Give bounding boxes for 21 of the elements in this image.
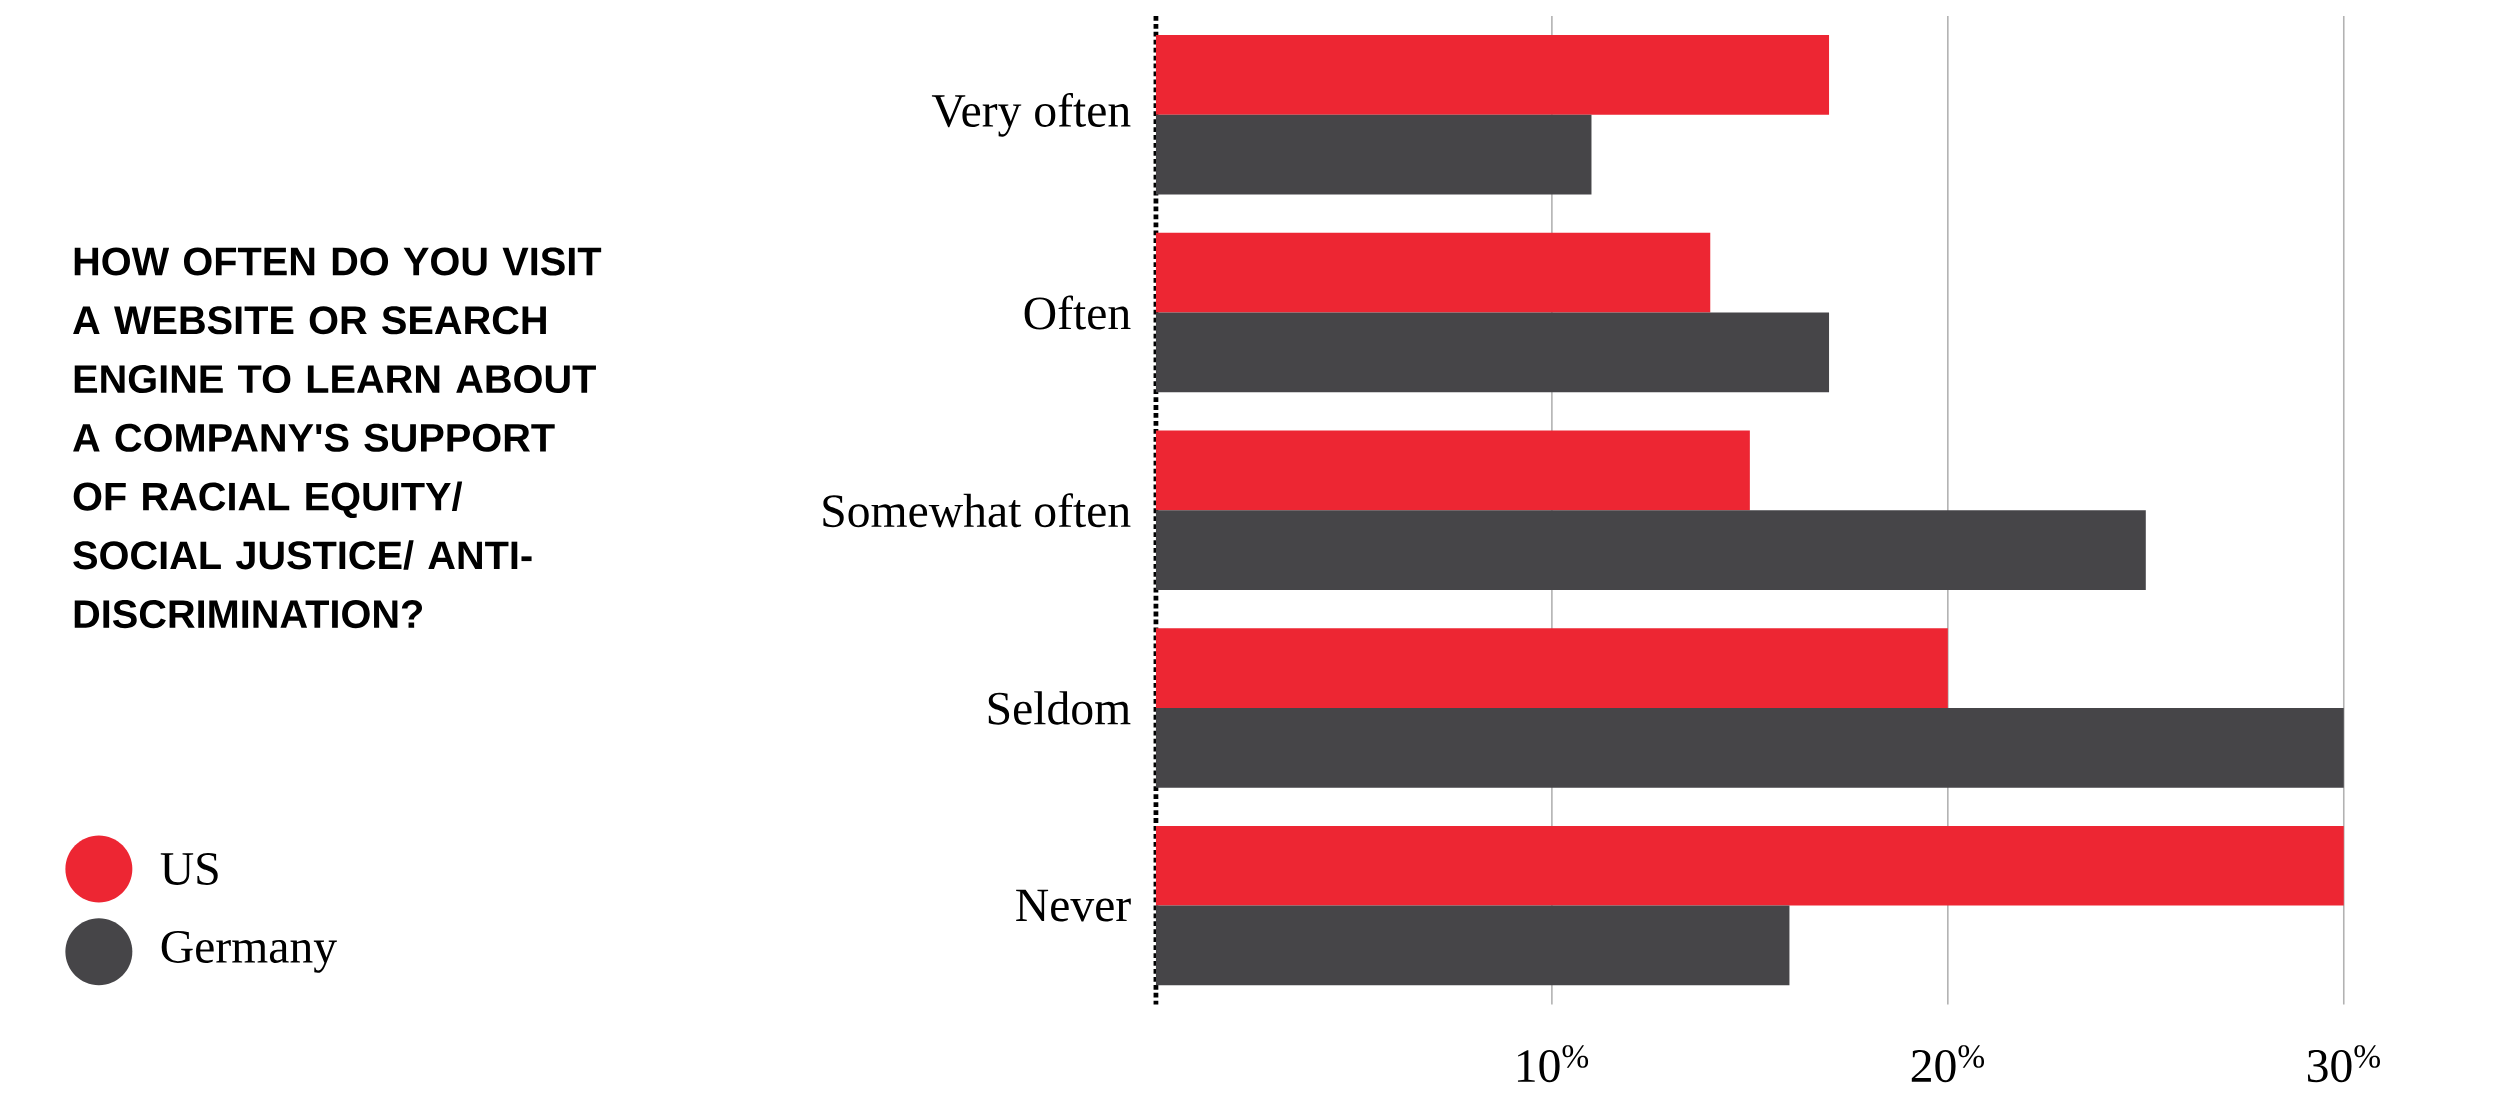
bar [1155,628,1948,708]
legend-label: Germany [161,930,337,973]
bar [1155,707,2344,788]
bar [1155,905,1790,986]
bar [1155,430,1750,511]
bar [1155,825,2344,906]
y-tick-label: Somewhat often [823,493,1131,528]
y-tick-label: Never [1016,889,1131,922]
bar [1155,312,1830,393]
y-tick-label: Very often [931,92,1131,137]
y-tick-label: Seldom [988,691,1131,725]
x-tick-label: 20$^{%}$ [1911,1045,1985,1083]
bar [1155,232,1711,313]
x-tick-label: 10$^{%}$ [1517,1045,1589,1083]
legend-label: US [160,852,218,885]
x-tick-label: 30$^{%}$ [2307,1045,2380,1083]
bar [1155,510,2146,590]
text: HOW OFTEN DO YOU VISIT A WEBSITE OR SEARCH ENGINE TO LEARN ABOUT A COMPANY'S SUPPORT OF RACIAL EQUITY/ SOCIAL JUSTICE/ ANTI-DISCRIMINATION? [73,247,602,629]
bar [1155,35,1830,115]
y-tick-label: Often [1024,295,1131,330]
bar [1155,114,1592,195]
